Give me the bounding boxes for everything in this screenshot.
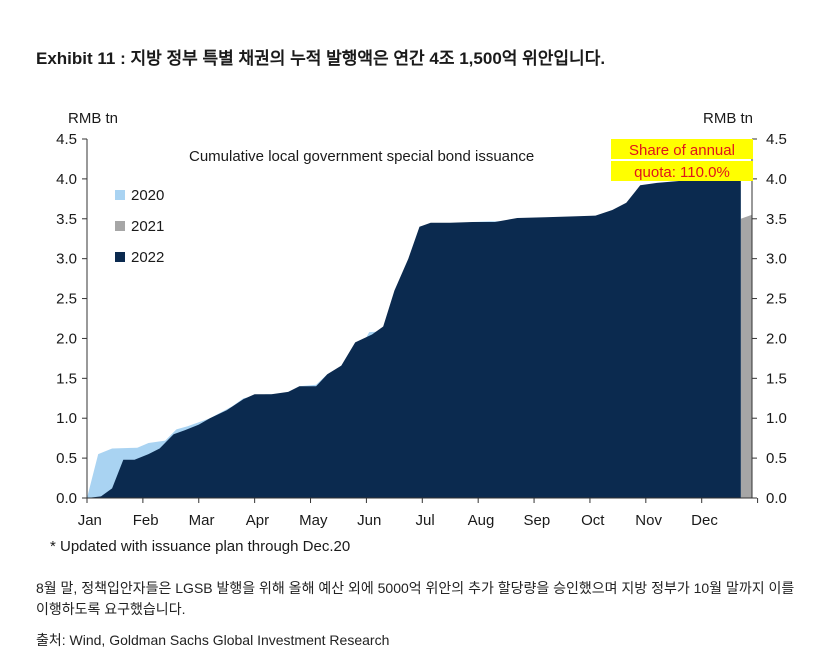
series-area-2021 [740,214,752,499]
y-tick-label-right: 4.5 [766,131,787,148]
y-tick-label-left: 0.0 [56,490,77,507]
series-layer [87,178,752,499]
exhibit-title: Exhibit 11 : 지방 정부 특별 채권의 누적 발행액은 연간 4조 … [36,49,606,68]
x-tick-label: May [299,512,328,529]
annotation-line-1: Share of annual [629,142,735,159]
legend-label-2022: 2022 [131,249,164,266]
chart-frame [86,139,753,499]
x-tick-label: Jul [415,512,434,529]
tick-layer: 0.0 0.0 0.5 0.5 1.0 1.0 1.5 1.5 2.0 2.0 2.5 2.5 3.0 3… [56,131,787,529]
y-axis-unit-left: RMB tn [68,110,118,127]
x-tick-label: Feb [133,512,159,529]
y-tick-label-right: 2.5 [766,291,787,308]
y-tick-label-left: 2.0 [56,330,77,347]
x-tick-label: Nov [635,512,662,529]
y-tick-label-right: 4.0 [766,171,787,188]
source-line: 출처: Wind, Goldman Sachs Global Investmen… [36,632,390,648]
x-tick-label: Dec [691,512,718,529]
y-tick-label-right: 3.0 [766,251,787,268]
chart-note: 8월 말, 정책입안자들은 LGSB 발행을 위해 올해 예산 외에 5000억… [36,580,795,617]
y-tick-label-left: 4.5 [56,131,77,148]
series-area-2022 [87,178,741,498]
annotation-highlight-2 [611,161,753,181]
annotation-highlight-1 [611,139,753,159]
legend: 2020 2021 2022 [115,187,164,266]
x-tick-label: Mar [189,512,215,529]
x-tick-label: Jun [357,512,381,529]
chart-title: Cumulative local government special bond… [189,148,534,165]
y-tick-label-right: 0.5 [766,450,787,467]
y-tick-label-left: 3.5 [56,211,77,228]
y-tick-label-right: 1.5 [766,370,787,387]
y-tick-label-right: 2.0 [766,330,787,347]
y-axis-unit-right: RMB tn [703,110,753,127]
y-tick-label-right: 1.0 [766,410,787,427]
y-tick-label-left: 1.0 [56,410,77,427]
annotation-line-2: quota: 110.0% [634,164,730,181]
label-layer: RMB tn RMB tn Cumulative local government … [50,110,753,555]
y-tick-label-left: 4.0 [56,171,77,188]
y-tick-label-right: 3.5 [766,211,787,228]
y-tick-label-left: 0.5 [56,450,77,467]
legend-label-2020: 2020 [131,187,164,204]
y-tick-label-left: 2.5 [56,291,77,308]
y-tick-label-left: 1.5 [56,370,77,387]
legend-swatch-2022 [115,252,125,262]
legend-label-2021: 2021 [131,218,164,235]
x-tick-label: Aug [468,512,495,529]
y-tick-label-left: 3.0 [56,251,77,268]
chart-footnote: * Updated with issuance plan through Dec… [50,538,350,555]
legend-swatch-2020 [115,190,125,200]
legend-swatch-2021 [115,221,125,231]
x-tick-label: Jan [78,512,102,529]
x-tick-label: Oct [581,512,605,529]
x-tick-label: Apr [246,512,269,529]
y-tick-label-right: 0.0 [766,490,787,507]
x-tick-label: Sep [524,512,551,529]
